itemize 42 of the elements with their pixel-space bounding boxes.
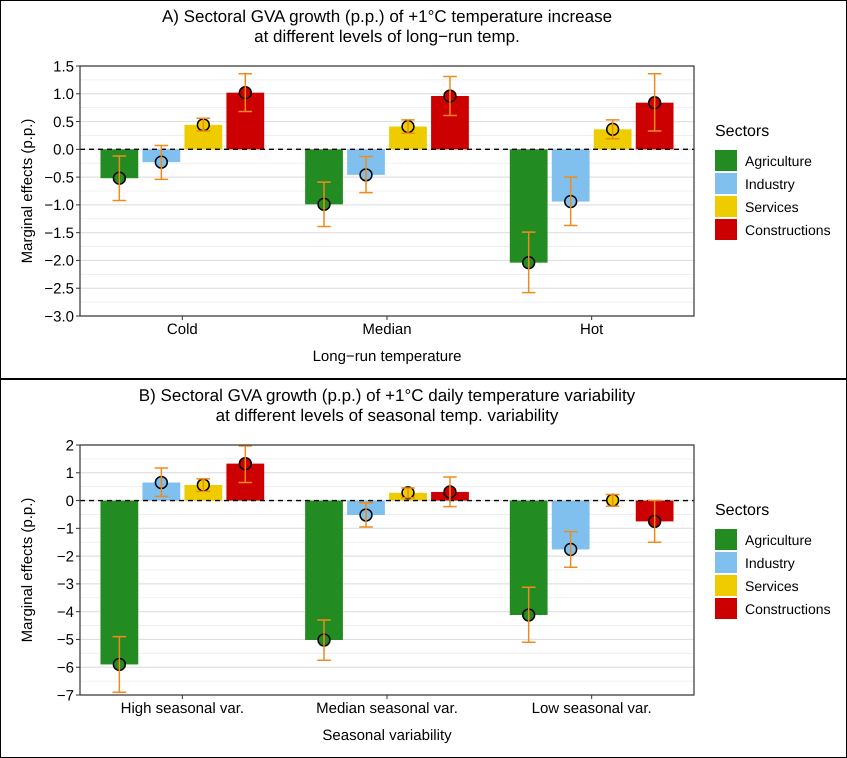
legend-label: Industry bbox=[745, 176, 795, 192]
legend-label: Agriculture bbox=[745, 152, 812, 169]
legend-label: Services bbox=[745, 198, 799, 215]
y-tick-label: −3 bbox=[56, 576, 74, 594]
y-tick-label: −0.5 bbox=[44, 169, 74, 186]
chart-title: A) Sectoral GVA growth (p.p.) of +1°C temperature increase at different levels of long−run temp. bbox=[162, 7, 612, 46]
y-tick-label: −6 bbox=[56, 659, 74, 676]
legend-label: Services bbox=[745, 578, 799, 594]
x-axis-title: Long−run temperature bbox=[312, 348, 462, 365]
y-tick-label: −1.0 bbox=[44, 197, 74, 214]
x-axis-title: Seasonal variability bbox=[322, 727, 452, 744]
x-tick-label: High seasonal var. bbox=[120, 700, 244, 717]
y-tick-label: 0.5 bbox=[53, 114, 74, 131]
legend-title: Sectors bbox=[715, 123, 770, 140]
y-tick-label: 0.0 bbox=[53, 142, 74, 159]
x-tick-label: Low seasonal var. bbox=[532, 700, 652, 717]
legend-label: Industry bbox=[745, 554, 795, 571]
x-tick-label: Median seasonal var. bbox=[316, 700, 458, 717]
chart-title: B) Sectoral GVA growth (p.p.) of +1°C daily temperature variability at different levels of seasonal temp. variability bbox=[138, 386, 636, 425]
y-tick-label: 2 bbox=[66, 437, 74, 454]
x-tick-label: Hot bbox=[580, 321, 604, 338]
legend-label: Agriculture bbox=[745, 532, 812, 548]
legend-title: Sectors bbox=[715, 502, 770, 519]
y-tick-label: −2 bbox=[56, 548, 74, 566]
legend-label: Constructions bbox=[745, 600, 831, 617]
y-tick-label: 0 bbox=[66, 492, 74, 510]
y-tick-label: 1.0 bbox=[53, 86, 74, 104]
y-tick-label: −2.0 bbox=[44, 252, 74, 270]
y-tick-label: −5 bbox=[56, 632, 74, 649]
x-tick-label: Cold bbox=[166, 321, 198, 338]
y-tick-label: −1 bbox=[56, 520, 74, 538]
y-tick-label: −7 bbox=[56, 687, 74, 704]
y-axis-title: Marginal effects (p.p.) bbox=[19, 118, 36, 264]
legend-label: Constructions bbox=[745, 222, 831, 238]
y-tick-label: 1.5 bbox=[53, 58, 74, 76]
y-tick-label: 1 bbox=[66, 465, 74, 482]
y-tick-label: −4 bbox=[56, 604, 74, 621]
y-tick-label: −1.5 bbox=[44, 224, 74, 242]
y-axis-title: Marginal effects (p.p.) bbox=[19, 498, 36, 642]
x-tick-label: Median bbox=[362, 321, 412, 338]
y-tick-label: −2.5 bbox=[44, 280, 74, 298]
y-tick-label: −3.0 bbox=[44, 308, 74, 326]
